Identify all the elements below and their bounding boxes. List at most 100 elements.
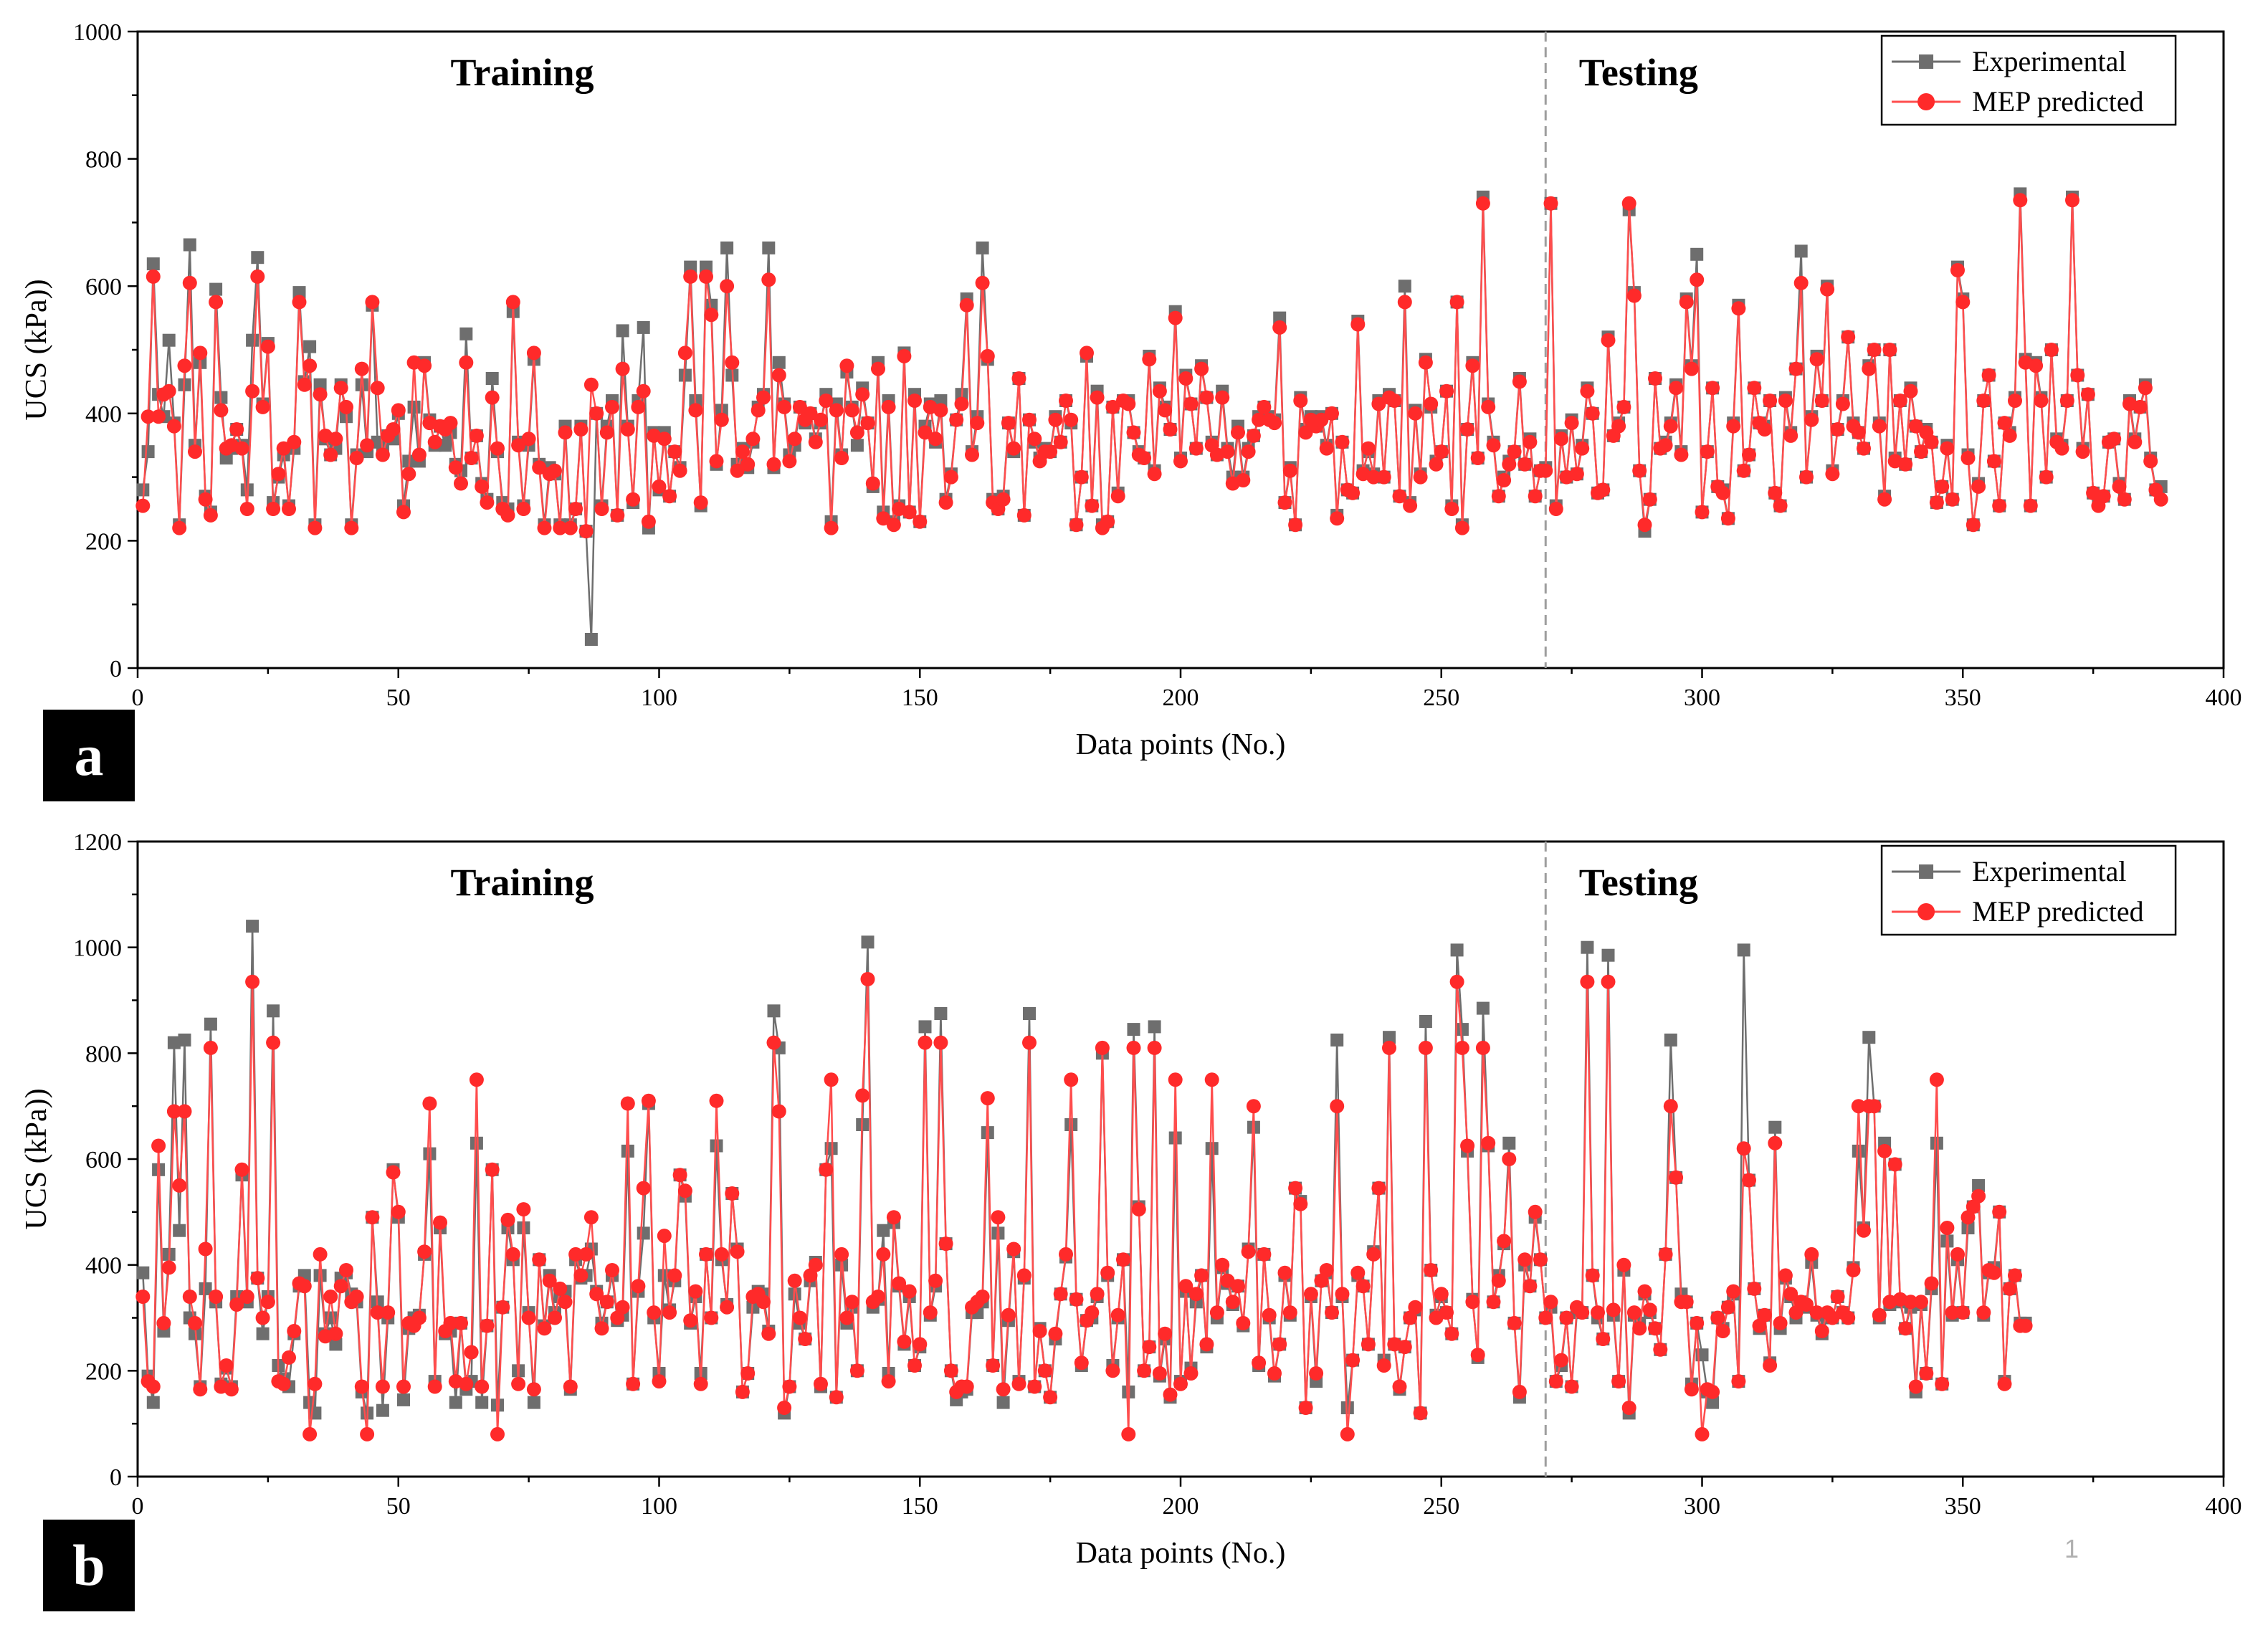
predicted-point [490, 1426, 505, 1441]
predicted-point [532, 460, 547, 475]
predicted-point [745, 432, 761, 447]
predicted-point [2065, 193, 2079, 208]
predicted-point [454, 476, 468, 491]
predicted-point [605, 1263, 619, 1277]
predicted-point [454, 1315, 468, 1330]
y-tick-label: 800 [85, 1041, 122, 1067]
predicted-point [1027, 432, 1042, 447]
predicted-point [2039, 470, 2054, 485]
predicted-point [365, 295, 380, 310]
panel-a-badge: a [43, 710, 135, 801]
experimental-point [1450, 943, 1464, 957]
predicted-point [667, 444, 682, 459]
predicted-point [2107, 432, 2122, 447]
predicted-point [1606, 1302, 1621, 1317]
predicted-point [777, 1401, 792, 1415]
predicted-point [411, 447, 427, 462]
predicted-point [1788, 361, 1804, 376]
predicted-point [1924, 434, 1939, 449]
predicted-point [871, 361, 885, 376]
predicted-point [1194, 361, 1209, 376]
experimental-point [1972, 1178, 1986, 1192]
predicted-point [1147, 467, 1162, 482]
predicted-point [594, 1321, 609, 1336]
predicted-point [1626, 1305, 1642, 1320]
predicted-point [563, 1379, 578, 1394]
predicted-point [1867, 1099, 1882, 1114]
predicted-point [693, 1376, 708, 1391]
experimental-point [173, 1224, 186, 1237]
predicted-point [735, 444, 750, 459]
predicted-point [615, 1300, 630, 1315]
predicted-point [271, 467, 286, 482]
predicted-point [1580, 383, 1595, 399]
predicted-point [1037, 1363, 1052, 1378]
experimental-point [1581, 940, 1594, 954]
predicted-point [1397, 1340, 1412, 1355]
predicted-point [1695, 505, 1710, 520]
predicted-point [803, 406, 818, 421]
legend-box [1880, 34, 2177, 126]
experimental-point [267, 1004, 280, 1018]
predicted-point [1924, 1276, 1939, 1291]
predicted-point [1241, 444, 1256, 459]
predicted-point [1215, 1257, 1230, 1272]
predicted-point [943, 1363, 958, 1378]
predicted-point [1538, 1310, 1553, 1325]
predicted-point [1804, 1247, 1819, 1262]
predicted-point [1872, 419, 1887, 434]
experimental-point [1862, 1031, 1876, 1044]
predicted-point [1173, 454, 1188, 469]
predicted-point [714, 412, 729, 427]
experimental-point [1455, 1023, 1469, 1036]
predicted-point [1053, 1287, 1068, 1302]
predicted-point [1981, 368, 1996, 383]
predicted-point [1564, 416, 1579, 431]
x-tick-label: 100 [641, 1493, 677, 1520]
predicted-point [2133, 399, 2148, 414]
predicted-point [255, 1310, 270, 1325]
predicted-point [849, 1363, 864, 1378]
predicted-point [1997, 416, 2012, 431]
predicted-point [156, 1315, 171, 1330]
predicted-point [834, 451, 849, 465]
predicted-point [375, 1379, 390, 1394]
predicted-point [1710, 1310, 1725, 1325]
predicted-point [865, 476, 880, 491]
predicted-point [1022, 1035, 1037, 1050]
predicted-point [1465, 358, 1480, 373]
predicted-point [1298, 425, 1313, 440]
predicted-point [943, 470, 958, 485]
predicted-point [1601, 333, 1616, 348]
predicted-point [1679, 1295, 1694, 1310]
predicted-point [1632, 1321, 1647, 1336]
predicted-point [1277, 495, 1292, 510]
predicted-point [1325, 406, 1339, 421]
page-number: 1 [2064, 1534, 2079, 1563]
predicted-point [1470, 1348, 1485, 1363]
predicted-point [829, 1390, 844, 1405]
predicted-point [730, 1244, 745, 1259]
y-tick-label: 400 [85, 1253, 122, 1279]
predicted-point [1768, 1135, 1783, 1150]
predicted-point [548, 463, 562, 478]
predicted-point [427, 1379, 442, 1394]
predicted-point [620, 1096, 635, 1111]
legend-square-marker [1919, 54, 1934, 69]
predicted-point [1814, 1324, 1829, 1338]
predicted-point [370, 1305, 385, 1320]
predicted-point [239, 1290, 254, 1304]
predicted-point [1470, 451, 1485, 465]
predicted-point [480, 495, 495, 510]
predicted-point [1361, 441, 1376, 456]
predicted-point [1350, 1265, 1366, 1280]
predicted-point [886, 518, 901, 533]
predicted-point [819, 394, 834, 408]
experimental-point [246, 333, 259, 347]
experimental-point [204, 1017, 217, 1031]
x-tick-label: 350 [1945, 1493, 1981, 1520]
predicted-point [1621, 1401, 1636, 1415]
predicted-point [626, 492, 641, 507]
predicted-point [1001, 1307, 1016, 1322]
experimental-point [136, 483, 150, 497]
